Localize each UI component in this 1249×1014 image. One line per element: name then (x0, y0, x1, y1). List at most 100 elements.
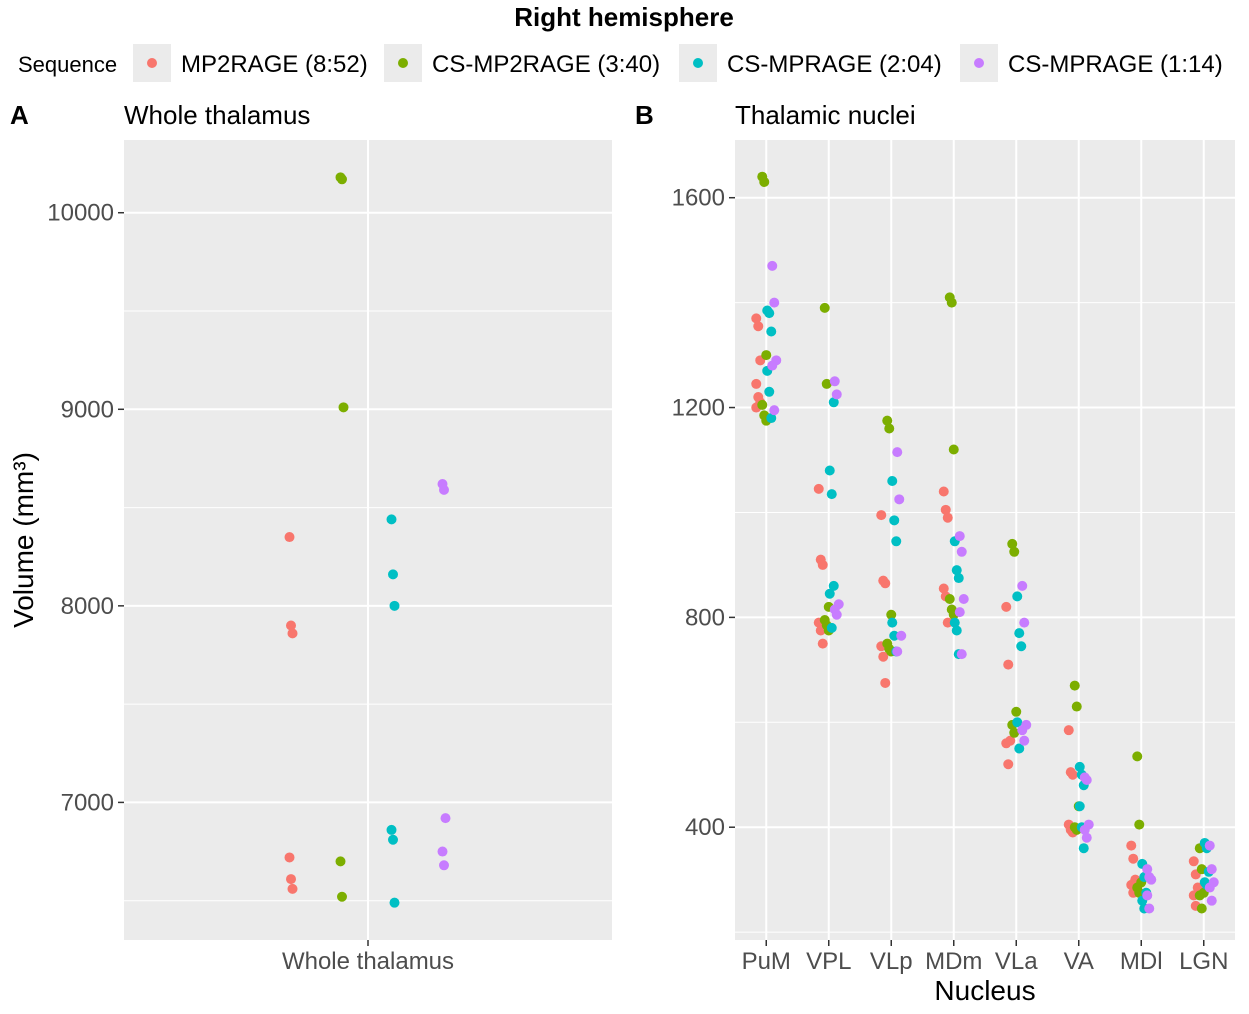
data-point (769, 405, 780, 416)
data-point (337, 891, 347, 902)
panel-b-x-axis-title: Nucleus (934, 975, 1035, 1006)
data-point (1144, 903, 1155, 914)
data-point (1012, 591, 1023, 602)
data-point (386, 824, 397, 835)
data-point (880, 677, 891, 688)
panel-b-plot: 400 800 1200 1600 PuM VPL VLp MDm VLa VA MDl LGN N… (672, 140, 1235, 1006)
legend-key-cs-mp2rage (398, 58, 408, 68)
data-point (951, 565, 962, 576)
data-point (1142, 864, 1153, 875)
y-tick-label: 400 (685, 814, 725, 841)
panel-a-x-ticks: Whole thalamus (282, 940, 454, 975)
data-point (886, 609, 897, 620)
data-point (753, 321, 764, 332)
data-point (1142, 890, 1153, 901)
data-point (1081, 775, 1092, 785)
data-point (1012, 717, 1023, 728)
x-tick-label: LGN (1179, 948, 1228, 975)
data-point (878, 651, 889, 662)
data-point (892, 447, 903, 458)
data-point (766, 413, 777, 424)
data-point (1188, 856, 1199, 867)
y-tick-label: 1200 (672, 395, 725, 422)
y-tick-label: 800 (685, 604, 725, 631)
data-point (1003, 759, 1014, 770)
y-tick-label: 8000 (61, 593, 114, 620)
data-point (1014, 743, 1025, 754)
legend-item-mp2rage: MP2RAGE (8:52) (133, 44, 368, 82)
data-point (813, 483, 824, 494)
data-point (831, 389, 842, 400)
data-point (1001, 601, 1012, 612)
data-point (1014, 628, 1025, 639)
data-point (946, 297, 957, 308)
y-tick-label: 10000 (47, 200, 114, 227)
data-point (938, 583, 949, 594)
data-point (880, 578, 891, 589)
data-point (817, 638, 828, 649)
data-point (335, 856, 346, 867)
panel-a-tag: A (10, 100, 29, 130)
data-point (824, 465, 835, 476)
y-axis-title: Volume (mm³) (8, 452, 39, 628)
data-point (954, 607, 965, 618)
data-point (1206, 864, 1217, 875)
data-point (1009, 546, 1020, 557)
data-point (764, 308, 775, 319)
data-point (766, 326, 777, 337)
data-point (887, 617, 898, 628)
data-point (439, 484, 449, 495)
data-point (956, 546, 967, 557)
x-tick-label: VLa (995, 948, 1038, 975)
panel-b-y-ticks: 400 800 1200 1600 (672, 185, 735, 841)
data-point (1016, 641, 1027, 652)
legend-item-cs-mprage-204: CS-MPRAGE (2:04) (679, 44, 942, 82)
data-point (828, 397, 839, 408)
data-point (1019, 617, 1030, 628)
legend-key-cs-mprage-114 (974, 58, 984, 68)
legend-item-cs-mprage-114: CS-MPRAGE (1:14) (960, 44, 1223, 82)
x-tick-label: MDm (925, 948, 982, 975)
data-point (1001, 738, 1012, 749)
data-point (1074, 761, 1085, 772)
data-point (286, 874, 296, 885)
panel-a-plot: 7000 8000 9000 10000 Whole thalamus (47, 140, 612, 975)
legend-label-mp2rage: MP2RAGE (8:52) (181, 51, 368, 78)
data-point (1011, 706, 1022, 717)
data-point (767, 260, 778, 271)
data-point (821, 378, 832, 389)
y-tick-label: 7000 (61, 789, 114, 816)
legend-label-cs-mprage-114: CS-MPRAGE (1:14) (1008, 51, 1223, 78)
legend-key-mp2rage (147, 58, 157, 68)
data-point (889, 515, 900, 526)
data-point (944, 594, 955, 605)
legend-key-cs-mprage-204 (693, 58, 703, 68)
data-point (751, 313, 762, 324)
data-point (889, 630, 900, 641)
data-point (949, 617, 960, 628)
data-point (338, 402, 349, 413)
data-point (1081, 832, 1092, 843)
x-tick-label: PuM (742, 948, 791, 975)
data-point (891, 536, 902, 547)
data-point (287, 883, 298, 894)
panel-b-tag: B (635, 100, 654, 130)
data-point (1063, 725, 1074, 736)
data-point (953, 573, 964, 584)
data-point (876, 510, 887, 521)
data-point (1204, 882, 1215, 893)
data-point (761, 350, 772, 361)
panel-a-title: Whole thalamus (124, 100, 310, 130)
data-point (1134, 887, 1145, 898)
data-point (956, 649, 967, 660)
x-tick-label: VA (1064, 948, 1094, 975)
data-point (1079, 824, 1090, 835)
legend-title: Sequence (18, 52, 117, 77)
data-point (951, 625, 962, 636)
data-point (1132, 751, 1143, 762)
data-point (1206, 895, 1217, 906)
data-point (1078, 843, 1089, 854)
figure-title: Right hemisphere (514, 2, 734, 32)
data-point (389, 600, 400, 611)
